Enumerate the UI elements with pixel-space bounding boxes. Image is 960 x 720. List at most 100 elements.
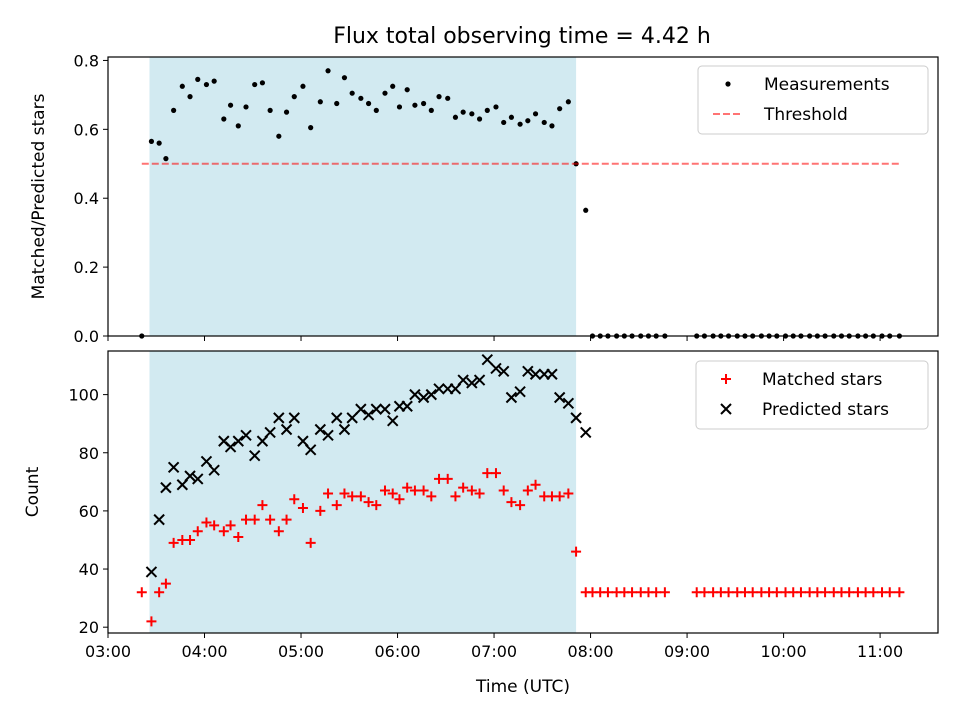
- legend-label: Predicted stars: [762, 400, 889, 420]
- legend-marker: [721, 374, 731, 384]
- predicted-point: [232, 435, 244, 447]
- measurement-point: [203, 81, 210, 88]
- predicted-point: [570, 412, 582, 424]
- predicted-point: [481, 354, 493, 366]
- predicted-point: [184, 470, 196, 482]
- predicted-point: [338, 423, 351, 436]
- measurement-point: [476, 116, 483, 122]
- predicted-point: [546, 368, 558, 380]
- measurement-point: [227, 102, 234, 108]
- measurement-point: [445, 95, 451, 101]
- observing-window-band: [149, 351, 577, 633]
- matched-point: [297, 502, 308, 513]
- matched-point: [820, 587, 831, 598]
- matched-point: [347, 491, 358, 502]
- measurement-point: [396, 104, 403, 110]
- predicted-point: [224, 441, 237, 453]
- matched-point: [146, 616, 157, 627]
- y-tick-label: 60: [79, 502, 99, 521]
- measurement-point: [420, 100, 427, 107]
- y-tick-label: 0.0: [74, 327, 99, 346]
- legend-marker: [725, 81, 731, 87]
- x-tick-label: 06:00: [374, 642, 420, 661]
- y-tick-label: 80: [79, 444, 99, 463]
- matched-point: [884, 587, 895, 598]
- x-tick-label: 11:00: [857, 642, 903, 661]
- matched-point: [458, 482, 469, 493]
- y-axis-label: Matched/Predicted stars: [29, 93, 49, 299]
- measurement-point: [308, 125, 314, 131]
- predicted-point: [417, 391, 430, 404]
- matched-point: [233, 532, 244, 543]
- measurement-point: [365, 100, 372, 107]
- measurement-point: [243, 104, 249, 110]
- measurement-point: [373, 107, 379, 113]
- predicted-point: [370, 403, 383, 415]
- measurement-point: [283, 109, 290, 115]
- predicted-point: [490, 362, 502, 375]
- measurement-point: [267, 107, 273, 113]
- matched-point: [747, 587, 758, 598]
- measurement-point: [195, 76, 201, 82]
- predicted-point: [264, 426, 276, 439]
- measurement-point: [252, 81, 258, 88]
- matched-point: [209, 520, 220, 531]
- matched-point: [305, 537, 316, 548]
- y-tick-label: 40: [79, 560, 99, 579]
- x-tick-label: 07:00: [471, 642, 517, 661]
- matched-point: [218, 526, 229, 537]
- predicted-point: [240, 429, 252, 442]
- predicted-point: [562, 397, 575, 410]
- measurement-point: [501, 119, 507, 126]
- matched-point: [699, 587, 710, 598]
- matched-point: [160, 578, 171, 589]
- y-tick-label: 0.2: [74, 258, 99, 277]
- matched-point: [409, 485, 420, 496]
- matched-point: [257, 500, 268, 511]
- matched-point: [466, 485, 477, 496]
- measurement-point: [341, 75, 348, 81]
- measurement-point: [428, 107, 434, 113]
- matched-point: [355, 491, 366, 502]
- predicted-point: [280, 423, 293, 436]
- predicted-point: [505, 391, 518, 404]
- measurement-point: [460, 109, 466, 115]
- matched-point: [506, 497, 517, 508]
- matched-point: [434, 473, 445, 484]
- measurement-point: [221, 116, 227, 122]
- observing-window-band: [149, 57, 577, 336]
- matched-point: [289, 494, 300, 505]
- measurement-point: [469, 111, 475, 117]
- matched-point: [418, 485, 429, 496]
- matched-point: [339, 488, 350, 499]
- measurement-point: [532, 111, 539, 117]
- predicted-point: [522, 365, 534, 378]
- matched-point: [450, 491, 461, 502]
- x-tick-label: 03:00: [85, 642, 131, 661]
- predicted-point: [409, 388, 421, 401]
- measurement-point: [412, 102, 418, 108]
- matched-point: [482, 468, 493, 479]
- axes-frame: [107, 56, 939, 337]
- measurement-point: [525, 118, 531, 124]
- measurement-point: [171, 107, 177, 113]
- measurement-point: [349, 90, 355, 96]
- chart-title: Flux total observing time = 4.42 h: [333, 24, 711, 49]
- x-tick-label: 09:00: [664, 642, 710, 661]
- predicted-point: [248, 449, 261, 462]
- matched-point: [394, 494, 405, 505]
- matched-point: [563, 488, 574, 499]
- measurement-point: [436, 94, 442, 100]
- legend-marker: [720, 403, 732, 415]
- measurement-point: [276, 133, 282, 139]
- matched-point: [371, 500, 382, 511]
- predicted-point: [379, 403, 391, 415]
- measurement-point: [148, 138, 155, 144]
- matched-point: [795, 587, 806, 598]
- matched-point: [136, 587, 147, 598]
- matched-point: [379, 485, 390, 496]
- predicted-point: [145, 566, 158, 578]
- x-tick-label: 10:00: [761, 642, 807, 661]
- measurement-point: [557, 106, 563, 112]
- measurement-point: [358, 95, 364, 101]
